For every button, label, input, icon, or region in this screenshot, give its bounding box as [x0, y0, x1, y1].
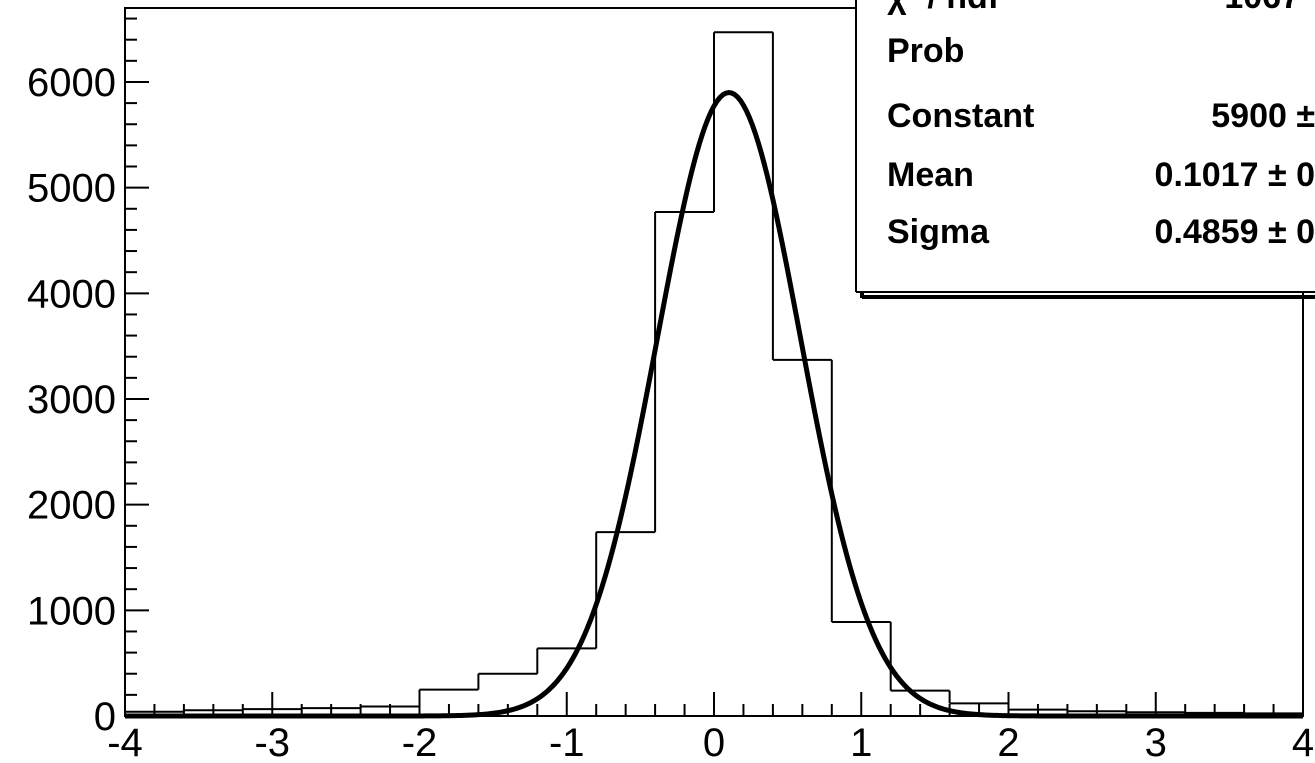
x-tick-label: 1 — [850, 721, 872, 763]
axes: -4 -3 -2 -1 0 1 2 3 4 0 1000 2000 3000 4000 5000 6000 — [27, 17, 1314, 763]
x-tick-label: 4 — [1292, 721, 1314, 763]
y-tick-label: 6000 — [27, 61, 116, 105]
y-tick-label: 5000 — [27, 167, 116, 211]
x-tick-label: -1 — [549, 721, 585, 763]
stats-label: Mean — [887, 156, 974, 194]
stats-label: χ² / ndf — [887, 0, 1000, 16]
y-tick-label: 2000 — [27, 484, 116, 528]
x-tick-label: 3 — [1145, 721, 1167, 763]
y-tick-label: 3000 — [27, 378, 116, 422]
y-tick-label: 1000 — [27, 589, 116, 633]
stats-value: 1067 — [1224, 0, 1300, 16]
gaussian-fit — [125, 90, 1303, 719]
x-tick-label: 0 — [703, 721, 725, 763]
x-tick-label: -3 — [254, 721, 290, 763]
stats-value: 0.1017 ± 0 — [1155, 156, 1315, 194]
stats-box: χ² / ndf 1067 Prob Constant 5900 ± Mean 0.1017… — [855, 0, 1315, 299]
stats-label: Sigma — [887, 213, 990, 251]
x-tick-label: -4 — [107, 721, 143, 763]
stats-label: Constant — [887, 97, 1034, 135]
x-tick-label: -2 — [402, 721, 438, 763]
y-tick-label: 0 — [94, 695, 116, 739]
stats-label: Prob — [887, 32, 964, 70]
y-tick-label: 4000 — [27, 272, 116, 316]
stats-value: 5900 ± — [1211, 97, 1315, 135]
stats-value: 0.4859 ± 0 — [1155, 213, 1315, 251]
fit-curve — [125, 90, 1303, 719]
stats-box-background — [856, 0, 1315, 292]
x-tick-label: 2 — [997, 721, 1019, 763]
